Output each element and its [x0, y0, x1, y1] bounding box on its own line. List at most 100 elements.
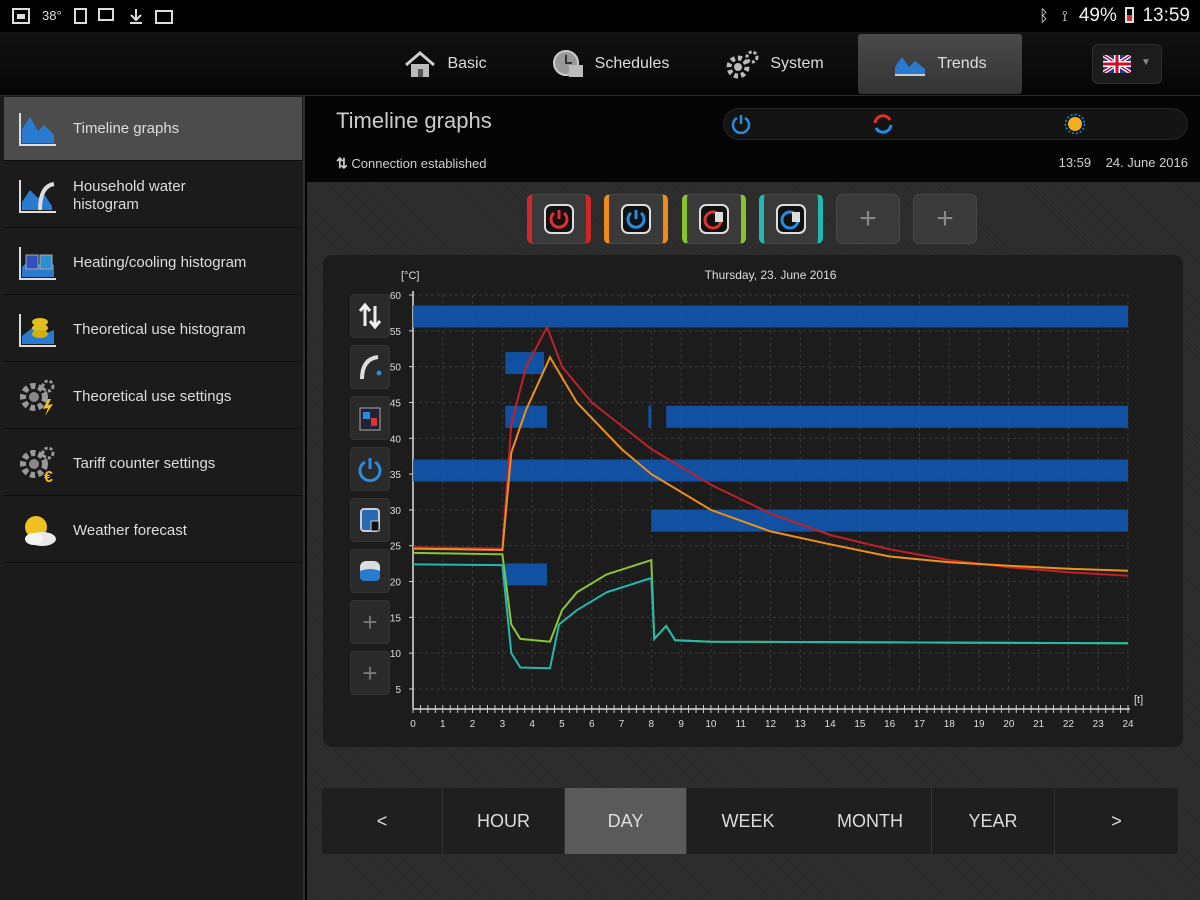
arrows-updown-icon: ⇅ — [336, 155, 348, 171]
flow-toggle-button[interactable] — [350, 294, 390, 338]
device-button-teal[interactable] — [759, 194, 823, 244]
tab-basic[interactable]: Basic — [390, 34, 500, 94]
mode-indicator-bar — [723, 108, 1188, 140]
sidebar-item-weather-forecast[interactable]: Weather forecast — [4, 499, 302, 563]
series-line — [412, 355, 1129, 572]
water-histogram-icon — [19, 179, 56, 213]
heating-histogram-icon — [19, 246, 56, 280]
tab-schedules[interactable]: Schedules — [540, 34, 680, 94]
gear-bolt-icon — [20, 379, 55, 416]
sidebar-item-label: Weather forecast — [73, 521, 187, 539]
x-tick-label: 6 — [589, 719, 595, 730]
device-button-orange[interactable] — [604, 194, 668, 244]
state-bar — [651, 509, 1128, 532]
clock-icon — [552, 50, 583, 77]
device-button-green[interactable] — [682, 194, 746, 244]
tab-system-label: System — [770, 55, 824, 72]
circuit-blue-icon — [776, 204, 806, 234]
sidebar-item-theoretical-use-settings[interactable]: Theoretical use settings — [4, 365, 302, 429]
x-tick-label: 5 — [559, 719, 565, 730]
heater-icon — [360, 508, 380, 532]
tab-schedules-label: Schedules — [594, 55, 670, 72]
time-text: 13:59 — [1058, 155, 1092, 170]
circuit-toggle-button[interactable] — [350, 396, 390, 440]
state-bar — [505, 563, 548, 586]
x-tick-label: 2 — [470, 719, 476, 730]
y-tick-label: 60 — [390, 291, 402, 302]
plus-icon: + — [936, 202, 954, 235]
sun-icon — [1064, 113, 1086, 135]
heater-toggle-button[interactable] — [350, 498, 390, 542]
x-tick-label: 0 — [410, 719, 416, 730]
y-tick-label: 50 — [390, 363, 402, 374]
battery-text: 49% — [1078, 5, 1117, 26]
period-hour-button[interactable]: HOUR — [443, 788, 565, 854]
x-tick-label: 14 — [825, 719, 837, 730]
power-toggle-button[interactable] — [350, 447, 390, 491]
previous-period-button[interactable]: < — [322, 788, 443, 854]
y-tick-label: 30 — [390, 506, 402, 517]
period-week-button[interactable]: WEEK — [721, 810, 775, 831]
arrows-updown-icon — [358, 302, 382, 330]
device-button-red[interactable] — [527, 194, 591, 244]
power-blue-icon — [621, 204, 651, 234]
x-tick-label: 22 — [1063, 719, 1075, 730]
next-period-button[interactable]: > — [1111, 810, 1122, 831]
state-bar — [648, 405, 652, 428]
period-day-button[interactable]: DAY — [565, 788, 687, 854]
heating-cooling-icon — [873, 114, 893, 134]
x-tick-label: 10 — [705, 719, 717, 730]
chevron-down-icon: ▼ — [1141, 57, 1151, 68]
period-year-button[interactable]: YEAR — [932, 788, 1055, 854]
sidebar-item-label: Theoretical use settings — [73, 387, 232, 405]
sd-card-icon — [74, 8, 87, 24]
x-tick-label: 4 — [529, 719, 535, 730]
sidebar-item-tariff-counter[interactable]: € Tariff counter settings — [4, 432, 302, 496]
connection-status-text: Connection established — [351, 156, 487, 171]
coins-histogram-icon — [19, 313, 56, 347]
circuit-icon — [359, 407, 381, 431]
x-tick-label: 9 — [678, 719, 684, 730]
temperature-text: 38° — [42, 8, 62, 23]
x-tick-label: 19 — [973, 719, 985, 730]
device-icon — [98, 8, 114, 21]
add-device-button[interactable]: + — [836, 194, 900, 244]
tab-system[interactable]: System — [715, 34, 835, 94]
faucet-toggle-button[interactable] — [350, 345, 390, 389]
trends-icon — [895, 57, 926, 76]
y-tick-label: 20 — [390, 578, 402, 589]
x-tick-label: 1 — [440, 719, 446, 730]
sidebar-item-timeline-graphs[interactable]: Timeline graphs — [4, 97, 302, 161]
power-icon — [358, 458, 382, 483]
chart-title: Thursday, 23. June 2016 — [705, 268, 837, 282]
x-tick-label: 8 — [649, 719, 655, 730]
period-month-button[interactable]: MONTH — [809, 788, 932, 854]
page-title: Timeline graphs — [336, 108, 492, 133]
add-sensor-button[interactable]: + — [350, 651, 390, 695]
sidebar-item-theoretical-use-histogram[interactable]: Theoretical use histogram — [4, 298, 302, 362]
x-tick-label: 16 — [884, 719, 896, 730]
sidebar-item-household-water[interactable]: Household water histogram — [4, 164, 302, 228]
uk-flag-icon — [1103, 55, 1131, 73]
plus-icon: + — [362, 606, 378, 637]
add-sensor-button[interactable]: + — [350, 600, 390, 644]
y-tick-label: 25 — [390, 542, 402, 553]
language-selector[interactable]: ▼ — [1092, 44, 1162, 84]
home-icon — [405, 51, 436, 77]
connection-status: ⇅ Connection established — [336, 155, 487, 172]
x-tick-label: 24 — [1122, 719, 1134, 730]
tab-trends[interactable]: Trends — [858, 34, 1022, 94]
gears-icon — [726, 50, 759, 79]
timeline-graph-icon — [19, 112, 56, 146]
sidebar-item-heating-cooling[interactable]: Heating/cooling histogram — [4, 231, 302, 295]
tank-toggle-button[interactable] — [350, 549, 390, 593]
state-bar — [413, 305, 1128, 328]
y-tick-label: 35 — [390, 470, 402, 481]
x-tick-label: 3 — [500, 719, 506, 730]
x-tick-label: 12 — [765, 719, 777, 730]
status-right: ᛒ ⟟ 49% 13:59 — [1039, 5, 1190, 27]
x-tick-label: 15 — [854, 719, 866, 730]
date-text: 24. June 2016 — [1105, 155, 1188, 170]
add-device-button[interactable]: + — [913, 194, 977, 244]
